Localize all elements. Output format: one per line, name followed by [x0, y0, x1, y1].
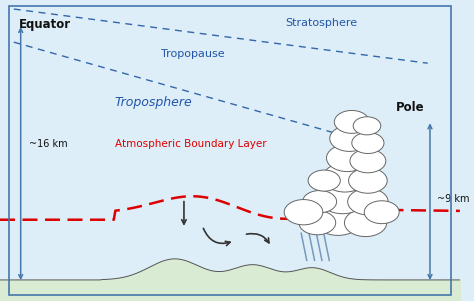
Text: Atmospheric Boundary Layer: Atmospheric Boundary Layer	[115, 139, 266, 150]
Circle shape	[319, 184, 365, 214]
Circle shape	[299, 211, 336, 235]
Circle shape	[345, 209, 387, 237]
Text: ~9 km: ~9 km	[437, 194, 469, 204]
Circle shape	[350, 149, 386, 173]
Text: Equator: Equator	[18, 18, 71, 31]
Text: Pole: Pole	[395, 101, 424, 114]
Circle shape	[334, 110, 369, 133]
Text: Tropopause: Tropopause	[161, 49, 225, 59]
Circle shape	[327, 144, 368, 172]
Circle shape	[302, 191, 337, 213]
Circle shape	[330, 126, 369, 151]
Circle shape	[308, 170, 340, 191]
Circle shape	[353, 117, 381, 135]
Circle shape	[314, 204, 362, 235]
Circle shape	[364, 201, 399, 224]
Circle shape	[347, 188, 388, 215]
Circle shape	[352, 132, 384, 154]
Circle shape	[323, 163, 367, 192]
Circle shape	[348, 168, 387, 193]
Text: ~16 km: ~16 km	[29, 139, 68, 150]
Text: Stratosphere: Stratosphere	[285, 18, 357, 28]
Circle shape	[284, 200, 323, 225]
Text: Troposphere: Troposphere	[115, 96, 193, 109]
